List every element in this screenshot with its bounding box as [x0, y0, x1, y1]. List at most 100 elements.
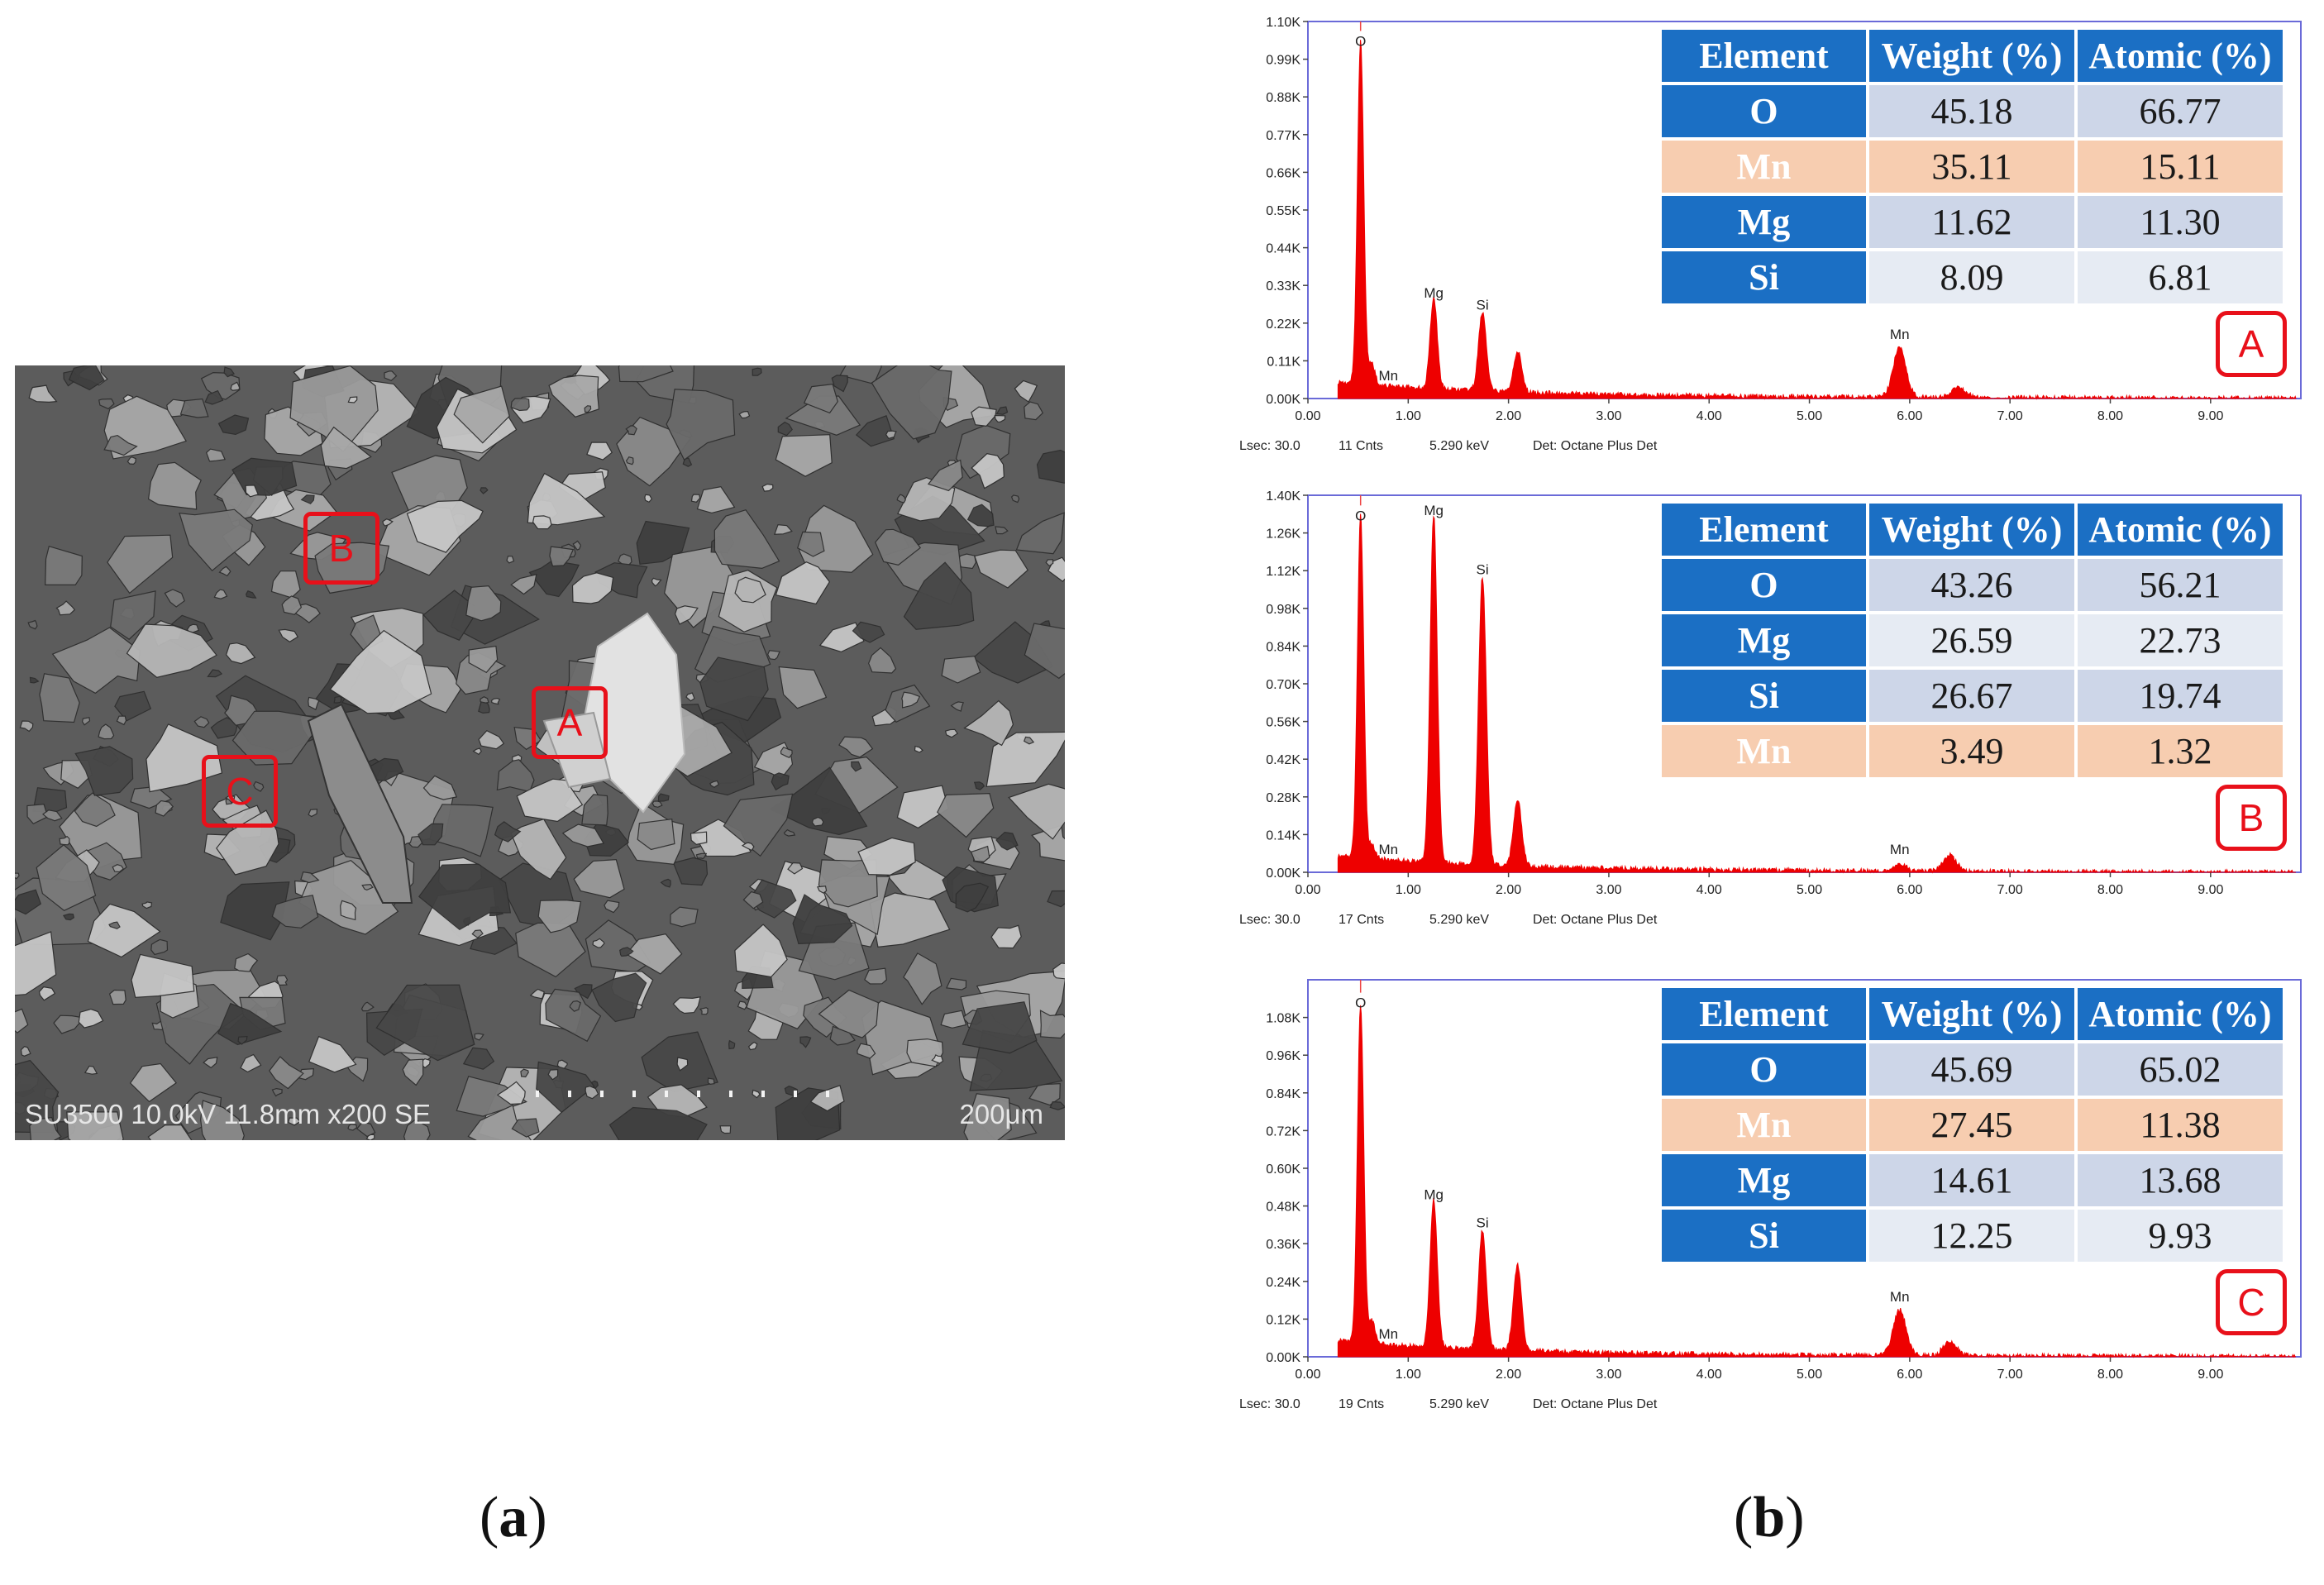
x-tick-label: 5.00: [1797, 883, 1822, 897]
y-tick-label: 0.96K: [1266, 1049, 1300, 1063]
footer-text: 17 Cnts: [1339, 913, 1384, 927]
x-tick-label: 3.00: [1596, 1368, 1621, 1382]
y-tick-label: 0.22K: [1266, 317, 1300, 332]
table-row: Mn 3.49 1.32: [1662, 725, 2283, 777]
value-cell: 9.93: [2078, 1210, 2283, 1262]
element-cell: Mn: [1662, 725, 1866, 777]
x-tick-label: 9.00: [2198, 1368, 2223, 1382]
y-tick-label: 0.99K: [1266, 54, 1300, 68]
peak-label: Mn: [1378, 1326, 1398, 1342]
footer-text: 5.290 keV: [1429, 913, 1489, 927]
x-tick-label: 8.00: [2097, 409, 2123, 423]
peak-label: Si: [1477, 298, 1489, 313]
y-tick-label: 0.98K: [1266, 603, 1300, 617]
peak-label: Mg: [1424, 503, 1444, 518]
value-cell: 22.73: [2078, 614, 2283, 666]
value-cell: 43.26: [1869, 559, 2074, 611]
table-header-row: Element Weight (%) Atomic (%): [1662, 504, 2283, 556]
table-row: Mg 14.61 13.68: [1662, 1154, 2283, 1206]
y-tick-label: 0.66K: [1266, 166, 1300, 180]
table-row: O 45.18 66.77: [1662, 85, 2283, 137]
value-cell: 6.81: [2078, 251, 2283, 303]
x-tick-label: 3.00: [1596, 409, 1621, 423]
table-header-row: Element Weight (%) Atomic (%): [1662, 30, 2283, 82]
y-tick-label: 0.00K: [1266, 1351, 1300, 1365]
y-tick-label: 0.70K: [1266, 678, 1300, 692]
table-row: O 45.69 65.02: [1662, 1043, 2283, 1096]
value-cell: 11.30: [2078, 196, 2283, 248]
element-cell: Si: [1662, 1210, 1866, 1262]
x-tick-label: 1.00: [1396, 1368, 1421, 1382]
value-cell: 1.32: [2078, 725, 2283, 777]
peak-label: O: [1355, 508, 1366, 523]
footer-text: Lsec: 30.0: [1239, 913, 1300, 927]
x-tick-label: 4.00: [1696, 1368, 1722, 1382]
footer-text: 19 Cnts: [1339, 1397, 1384, 1411]
peak-label: Mg: [1424, 285, 1444, 301]
y-tick-label: 0.24K: [1266, 1276, 1300, 1290]
value-cell: 66.77: [2078, 85, 2283, 137]
y-tick-label: 0.28K: [1266, 791, 1300, 805]
value-cell: 11.62: [1869, 196, 2074, 248]
spectrum-series: [1337, 1005, 2296, 1358]
value-cell: 19.74: [2078, 670, 2283, 722]
element-cell: Si: [1662, 670, 1866, 722]
value-cell: 45.69: [1869, 1043, 2074, 1096]
peak-label: Mn: [1890, 1289, 1910, 1305]
y-tick-label: 0.84K: [1266, 1087, 1300, 1101]
element-cell: Mn: [1662, 141, 1866, 193]
x-tick-label: 2.00: [1496, 1368, 1521, 1382]
y-tick-label: 0.48K: [1266, 1201, 1300, 1215]
panel-b-caption: (b): [1734, 1486, 1805, 1549]
x-tick-label: 7.00: [1997, 883, 2023, 897]
table-row: Mg 11.62 11.30: [1662, 196, 2283, 248]
value-cell: 15.11: [2078, 141, 2283, 193]
peak-label: O: [1355, 33, 1366, 49]
value-cell: 35.11: [1869, 141, 2074, 193]
peak-label: Si: [1477, 1215, 1489, 1231]
element-cell: Mg: [1662, 196, 1866, 248]
x-tick-label: 7.00: [1997, 1368, 2023, 1382]
table-row: Si 26.67 19.74: [1662, 670, 2283, 722]
table-header-cell: Atomic (%): [2078, 504, 2283, 556]
y-tick-label: 0.00K: [1266, 393, 1300, 407]
eds-spectrum-a: 0.00K 0.11K 0.22K 0.33K 0.44K 0.55K 0.66K 0.77K…: [1236, 12, 2307, 475]
peak-label: Mn: [1890, 327, 1910, 342]
element-cell: Mn: [1662, 1099, 1866, 1151]
table-header-cell: Weight (%): [1869, 504, 2074, 556]
footer-text: Det: Octane Plus Det: [1533, 913, 1658, 927]
value-cell: 14.61: [1869, 1154, 2074, 1206]
sem-info-text: SU3500 10.0kV 11.8mm x200 SE: [25, 1099, 432, 1129]
element-cell: Mg: [1662, 1154, 1866, 1206]
value-cell: 13.68: [2078, 1154, 2283, 1206]
table-row: Si 8.09 6.81: [1662, 251, 2283, 303]
y-tick-label: 1.40K: [1266, 489, 1300, 504]
footer-text: Lsec: 30.0: [1239, 1397, 1300, 1411]
y-tick-label: 0.14K: [1266, 828, 1300, 843]
composition-table: Element Weight (%) Atomic (%) O 43.26 56.21 Mg…: [1658, 500, 2286, 781]
y-tick-label: 0.60K: [1266, 1162, 1300, 1177]
table-row: Mg 26.59 22.73: [1662, 614, 2283, 666]
y-tick-label: 0.42K: [1266, 753, 1300, 767]
sem-scale-text: 200μm: [959, 1099, 1043, 1129]
table-row: Si 12.25 9.93: [1662, 1210, 2283, 1262]
table-row: Mn 35.11 15.11: [1662, 141, 2283, 193]
composition-table: Element Weight (%) Atomic (%) O 45.18 66.77 Mn…: [1658, 26, 2286, 307]
y-tick-label: 0.33K: [1266, 279, 1300, 294]
value-cell: 3.49: [1869, 725, 2074, 777]
peak-label: Mn: [1378, 842, 1398, 857]
y-tick-label: 1.08K: [1266, 1012, 1300, 1026]
table-header-cell: Element: [1662, 30, 1866, 82]
x-tick-label: 7.00: [1997, 409, 2023, 423]
value-cell: 11.38: [2078, 1099, 2283, 1151]
value-cell: 26.59: [1869, 614, 2074, 666]
table-header-cell: Weight (%): [1869, 988, 2074, 1040]
spectrum-badge: A: [2216, 311, 2287, 377]
x-tick-label: 9.00: [2198, 883, 2223, 897]
x-tick-label: 9.00: [2198, 409, 2223, 423]
y-tick-label: 0.88K: [1266, 91, 1300, 105]
y-tick-label: 0.56K: [1266, 716, 1300, 730]
x-tick-label: 5.00: [1797, 1368, 1822, 1382]
y-tick-label: 0.36K: [1266, 1238, 1300, 1252]
value-cell: 65.02: [2078, 1043, 2283, 1096]
